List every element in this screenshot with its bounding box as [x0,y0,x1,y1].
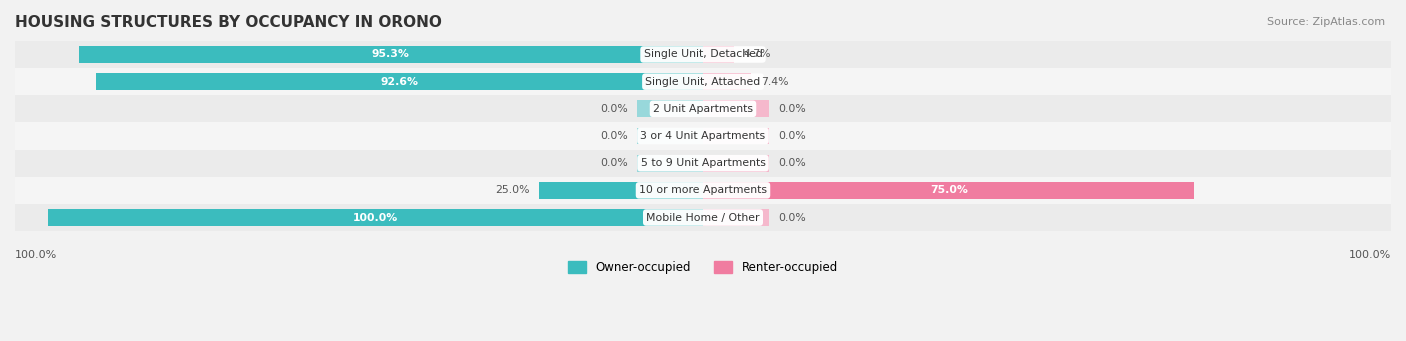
Text: Single Unit, Attached: Single Unit, Attached [645,77,761,87]
Text: 0.0%: 0.0% [779,131,806,141]
Text: Single Unit, Detached: Single Unit, Detached [644,49,762,59]
Text: 3 or 4 Unit Apartments: 3 or 4 Unit Apartments [641,131,765,141]
Text: 100.0%: 100.0% [353,212,398,223]
Text: 0.0%: 0.0% [600,158,627,168]
Text: 10 or more Apartments: 10 or more Apartments [638,186,768,195]
Bar [15,68,1391,95]
Text: Mobile Home / Other: Mobile Home / Other [647,212,759,223]
Text: 0.0%: 0.0% [779,104,806,114]
Bar [703,182,1195,199]
Bar [637,100,703,117]
Text: 7.4%: 7.4% [761,77,789,87]
Bar [703,209,769,226]
Text: 2 Unit Apartments: 2 Unit Apartments [652,104,754,114]
Bar [15,41,1391,68]
Text: 75.0%: 75.0% [929,186,967,195]
Bar [48,209,703,226]
Bar [703,100,769,117]
Bar [15,95,1391,122]
Text: 0.0%: 0.0% [779,158,806,168]
Bar [15,150,1391,177]
Bar [15,122,1391,150]
Text: 100.0%: 100.0% [1348,250,1391,260]
Bar [96,73,703,90]
Text: 5 to 9 Unit Apartments: 5 to 9 Unit Apartments [641,158,765,168]
Bar [637,128,703,145]
Legend: Owner-occupied, Renter-occupied: Owner-occupied, Renter-occupied [564,256,842,279]
Text: Source: ZipAtlas.com: Source: ZipAtlas.com [1267,17,1385,27]
Bar [637,155,703,172]
Text: 0.0%: 0.0% [600,131,627,141]
Text: 0.0%: 0.0% [779,212,806,223]
Bar [15,177,1391,204]
Bar [703,128,769,145]
Bar [703,46,734,63]
Bar [703,155,769,172]
Bar [79,46,703,63]
Text: 0.0%: 0.0% [600,104,627,114]
Text: HOUSING STRUCTURES BY OCCUPANCY IN ORONO: HOUSING STRUCTURES BY OCCUPANCY IN ORONO [15,15,441,30]
Bar [538,182,703,199]
Bar [703,73,751,90]
Bar [15,204,1391,231]
Text: 25.0%: 25.0% [495,186,530,195]
Text: 4.7%: 4.7% [744,49,770,59]
Text: 92.6%: 92.6% [381,77,419,87]
Text: 95.3%: 95.3% [371,49,409,59]
Text: 100.0%: 100.0% [15,250,58,260]
